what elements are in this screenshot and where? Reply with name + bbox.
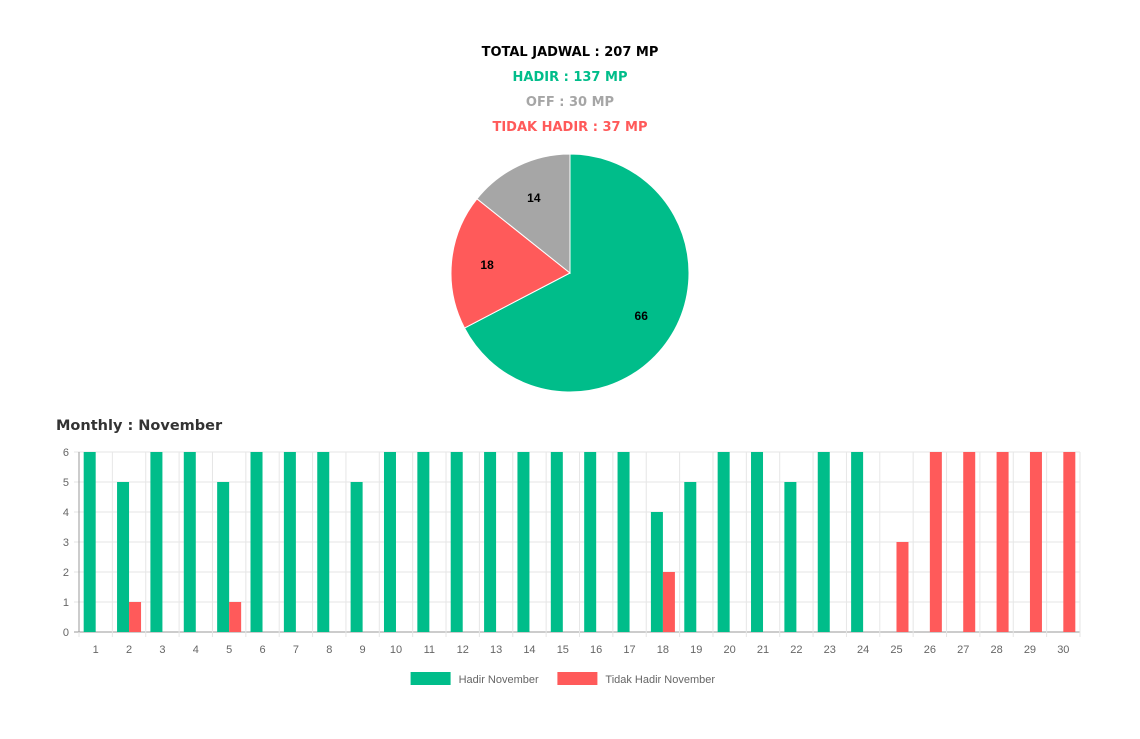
x-tick-label: 27 [957,644,969,656]
x-tick-label: 30 [1057,644,1069,656]
bar-hadir-november [684,482,697,632]
x-tick-label: 24 [857,644,869,656]
x-tick-label: 13 [490,644,502,656]
x-tick-label: 15 [557,644,569,656]
summary-tidak-hadir: TIDAK HADIR : 37 MP [492,120,648,135]
summary-hadir: HADIR : 137 MP [512,70,628,85]
bar-hadir-november [784,482,797,632]
y-tick-label: 0 [63,627,69,639]
bar-tidak-hadir-november [963,452,976,632]
bar-tidak-hadir-november [996,452,1009,632]
bar-hadir-november [517,452,530,632]
x-tick-label: 16 [590,644,602,656]
x-tick-label: 11 [424,644,435,656]
x-tick-label: 21 [757,644,769,656]
bar-hadir-november [417,452,430,632]
bar-hadir-november [484,452,497,632]
legend-swatch [557,672,598,685]
y-tick-label: 1 [63,597,69,609]
y-tick-label: 6 [63,447,69,459]
bar-hadir-november [550,452,563,632]
pie-slice-off [476,153,571,275]
x-tick-label: 5 [226,644,232,656]
y-tick-label: 4 [63,507,69,519]
x-tick-label: 18 [657,644,669,656]
x-tick-label: 20 [724,644,736,656]
x-tick-label: 14 [523,644,535,656]
legend-label: Hadir November [459,674,539,686]
bar-hadir-november [183,452,196,632]
x-tick-label: 28 [990,644,1002,656]
x-tick-label: 25 [890,644,902,656]
summary-total: TOTAL JADWAL : 207 MP [481,45,659,60]
pie-slice-value-label: 66 [635,309,649,323]
y-tick-label: 2 [63,567,69,579]
pie-slice-value-label: 18 [480,258,494,272]
y-tick-label: 3 [63,537,69,549]
legend-label: Tidak Hadir November [605,674,715,686]
summary-off: OFF : 30 MP [525,95,615,110]
pie-chart: 66 18 14 [450,153,690,393]
x-tick-label: 12 [457,644,469,656]
bar-tidak-hadir-november [229,602,242,632]
bar-tidak-hadir-november [1029,452,1042,632]
bar-hadir-november [817,452,830,632]
bar-hadir-november [584,452,597,632]
legend-swatch [410,672,451,685]
bar-hadir-november [751,452,764,632]
bar-hadir-november [283,452,296,632]
bar-tidak-hadir-november [896,542,909,632]
x-tick-label: 19 [690,644,702,656]
bar-hadir-november [217,482,230,632]
bar-hadir-november [83,452,96,632]
bar-hadir-november [717,452,730,632]
x-tick-label: 2 [126,644,132,656]
y-tick-label: 5 [63,477,69,489]
bar-hadir-november [350,482,363,632]
bar-hadir-november [650,512,663,632]
x-tick-label: 29 [1024,644,1036,656]
bar-hadir-november [317,452,330,632]
bar-tidak-hadir-november [929,452,942,632]
x-tick-label: 6 [259,644,265,656]
bar-tidak-hadir-november [129,602,142,632]
x-tick-label: 8 [326,644,332,656]
bar-tidak-hadir-november [662,572,675,632]
pie-slice-value-label: 14 [527,191,541,205]
x-tick-label: 10 [390,644,402,656]
x-tick-label: 4 [193,644,199,656]
bar-hadir-november [117,482,130,632]
x-tick-label: 3 [159,644,165,656]
pie-slice-hadir [463,153,690,393]
bar-tidak-hadir-november [1063,452,1076,632]
x-tick-label: 7 [293,644,299,656]
monthly-chart-title: Monthly : November [56,418,223,434]
x-tick-label: 22 [790,644,802,656]
x-tick-label: 9 [360,644,366,656]
pie-slice-tidak-hadir [450,198,571,329]
x-tick-label: 23 [824,644,836,656]
bar-hadir-november [150,452,163,632]
bar-hadir-november [383,452,396,632]
x-tick-label: 17 [623,644,635,656]
bar-hadir-november [250,452,263,632]
x-tick-label: 1 [93,644,99,656]
x-tick-label: 26 [924,644,936,656]
bar-hadir-november [851,452,864,632]
bar-hadir-november [450,452,463,632]
bar-hadir-november [617,452,630,632]
